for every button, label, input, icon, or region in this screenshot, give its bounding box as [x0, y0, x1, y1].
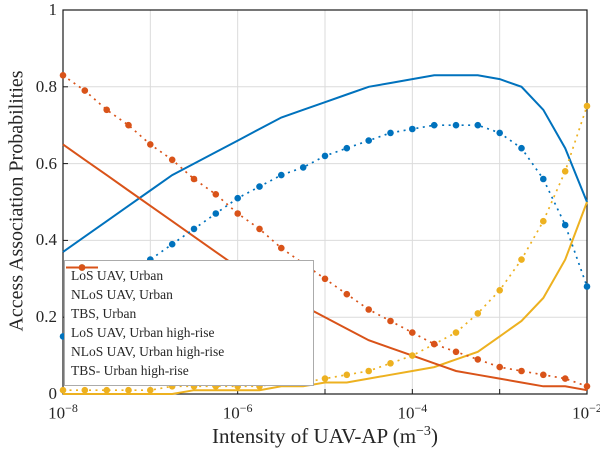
legend-item: NLoS UAV, Urban [66, 266, 309, 304]
series-marker-3 [278, 171, 285, 179]
legend-item: TBS- Urban high-rise [66, 264, 309, 380]
legend-item: LoS UAV, Urban [66, 266, 309, 285]
series-marker-3 [561, 221, 569, 229]
legend-line-sample [66, 264, 98, 271]
series-marker-4 [518, 256, 525, 263]
series-marker-3 [256, 183, 263, 190]
series-marker-5 [387, 317, 394, 325]
series-marker-5 [190, 175, 198, 183]
x-tick-label: 10−4 [397, 401, 428, 423]
series-marker-3 [299, 164, 307, 171]
series-marker-3 [474, 121, 482, 129]
series-line-0 [62, 74, 588, 253]
legend-item-label: LoS UAV, Urban high-rise [71, 324, 215, 340]
series-marker-4 [365, 367, 373, 375]
series-marker-4 [561, 168, 569, 175]
series-marker-4 [147, 386, 154, 394]
y-tick-label: 1 [48, 0, 58, 19]
series-marker-5 [321, 275, 329, 283]
legend-item: TBS, Urban [66, 266, 309, 323]
series-marker-3 [452, 121, 460, 129]
series-marker-4 [321, 375, 329, 382]
series-marker-5 [430, 340, 438, 348]
legend-item-label: NLoS UAV, Urban high-rise [71, 343, 225, 359]
series-marker-4 [103, 386, 110, 394]
series-marker-5 [103, 106, 110, 114]
y-axis-label: Access Association Probabilities [5, 70, 28, 332]
y-tick-label: 0.8 [35, 76, 57, 96]
series-marker-3 [212, 210, 220, 217]
series-marker-4 [496, 287, 504, 294]
x-tick-label: 10−8 [48, 401, 78, 423]
series-marker-3 [518, 144, 525, 152]
series-marker-5 [234, 210, 241, 217]
series-marker-3 [430, 121, 438, 129]
series-marker-5 [518, 367, 525, 375]
series-marker-4 [125, 386, 132, 394]
x-axis-label-exponent: −3 [416, 424, 431, 439]
x-axis-label-close: ) [430, 424, 438, 448]
series-marker-5 [365, 306, 373, 313]
series-marker-5 [452, 348, 460, 356]
legend-item: NLoS UAV, Urban high-rise [66, 264, 309, 361]
y-tick-label: 0.6 [35, 153, 57, 173]
series-marker-3 [409, 125, 416, 133]
x-axis-label-text: Intensity of UAV-AP (m [212, 424, 417, 448]
series-marker-3 [234, 194, 241, 202]
series-marker-4 [452, 329, 460, 336]
series-marker-3 [168, 240, 176, 248]
y-tick-label: 0.2 [35, 307, 57, 327]
series-marker-5 [81, 87, 89, 94]
series-marker-5 [540, 371, 547, 379]
series-marker-5 [561, 375, 569, 382]
x-tick-label: 10−2 [572, 401, 600, 423]
series-marker-5 [147, 141, 154, 148]
y-tick-label: 0.4 [35, 230, 57, 250]
series-line-1 [63, 201, 588, 395]
series-marker-5 [343, 290, 351, 298]
legend-item-label: TBS, Urban [71, 305, 137, 321]
series-marker-5 [256, 225, 263, 233]
legend-item: LoS UAV, Urban high-rise [66, 264, 309, 342]
series-marker-5 [278, 244, 285, 252]
series-marker-4 [474, 310, 482, 317]
series-marker-4 [81, 386, 89, 394]
series-marker-3 [321, 152, 329, 160]
series-line-2 [62, 143, 588, 392]
series-marker-4 [59, 386, 67, 394]
series-marker-3 [540, 175, 547, 183]
series-marker-5 [496, 363, 504, 371]
series-marker-4 [409, 352, 416, 359]
series-marker-3 [190, 225, 198, 233]
series-marker-5 [474, 356, 482, 363]
series-marker-3 [496, 129, 504, 137]
series-marker-5 [409, 329, 416, 336]
legend-item-label: LoS UAV, Urban [71, 267, 164, 283]
series-marker-4 [540, 217, 547, 225]
x-tick-label: 10−6 [222, 401, 253, 423]
y-tick-label: 0 [48, 384, 58, 403]
series-marker-5 [212, 191, 220, 198]
series-marker-5 [125, 121, 132, 129]
series-marker-5 [583, 383, 591, 390]
series-marker-3 [583, 283, 591, 290]
legend-item-label: NLoS UAV, Urban [71, 286, 173, 302]
series-marker-3 [365, 137, 373, 144]
x-axis-label: Intensity of UAV-AP (m−3) [212, 424, 438, 449]
series-marker-5 [168, 156, 176, 164]
legend: LoS UAV, Urban NLoS UAV, Urban TBS, Urban L… [64, 260, 314, 386]
series-marker-4 [583, 102, 591, 110]
series-marker-3 [343, 144, 351, 152]
series-marker-5 [59, 72, 67, 79]
series-marker-4 [387, 360, 394, 367]
legend-item-label: TBS- Urban high-rise [71, 362, 189, 378]
series-marker-3 [387, 129, 394, 137]
series-marker-4 [343, 371, 351, 379]
